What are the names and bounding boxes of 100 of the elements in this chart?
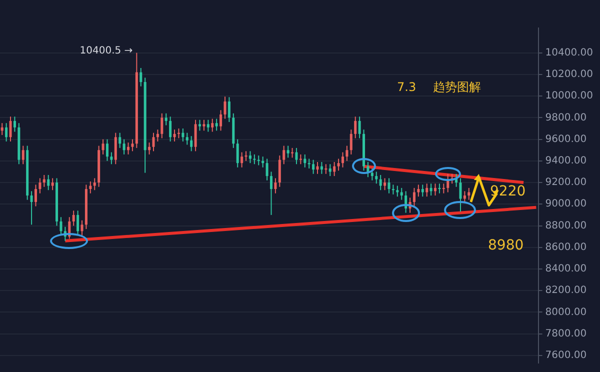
- candlestick: [282, 145, 286, 165]
- candlestick: [190, 136, 193, 152]
- candlestick: [350, 129, 352, 155]
- candlestick: [438, 183, 441, 194]
- candlestick: [177, 128, 180, 139]
- candlestick: [164, 112, 168, 126]
- candlestick: [5, 122, 8, 142]
- candlestick: [248, 150, 252, 164]
- candlestick: [253, 154, 256, 165]
- candlestick: [173, 129, 176, 142]
- candlestick: [262, 156, 264, 168]
- y-tick-label: 7800.00: [545, 328, 587, 340]
- y-tick-label: 8400.00: [545, 264, 587, 275]
- candlestick: [459, 178, 462, 212]
- candlestick: [341, 152, 344, 168]
- y-tick-label: 9400.00: [545, 156, 587, 167]
- candlestick: [400, 187, 403, 200]
- y-tick-label: 10000.00: [545, 90, 594, 102]
- candlestick: [152, 132, 155, 152]
- candlestick: [286, 145, 290, 158]
- candlestick: [72, 210, 75, 226]
- y-tick-label: 9600.00: [545, 134, 587, 145]
- candlestick: [417, 184, 420, 198]
- candlestick: [244, 150, 248, 162]
- y-tick-label: 9200.00: [545, 177, 587, 188]
- candlestick: [47, 174, 50, 191]
- candlestick: [0, 122, 4, 136]
- candlestick: [9, 116, 12, 142]
- candlestick: [375, 171, 378, 184]
- annotation: 8980: [488, 238, 524, 254]
- candlestick: [299, 154, 302, 165]
- candlestick: [388, 178, 390, 194]
- candlestick: [379, 174, 382, 191]
- candlestick: [131, 138, 134, 152]
- candlestick: [148, 142, 151, 155]
- candlestick: [156, 129, 159, 142]
- candlestick: [434, 183, 437, 196]
- candlestick: [358, 116, 361, 139]
- annotation: 10400.5 →: [80, 45, 133, 56]
- candlestick: [324, 164, 328, 174]
- y-tick-label: 10400.00: [545, 47, 594, 58]
- candlestick: [224, 96, 226, 120]
- candlestick: [76, 210, 80, 236]
- candlestick: [93, 178, 96, 191]
- candlestick: [328, 164, 332, 177]
- candlestick: [38, 178, 42, 194]
- candlestick: [291, 147, 294, 158]
- candlestick: [194, 119, 197, 152]
- candlestick: [421, 184, 424, 198]
- candlestick: [337, 158, 340, 172]
- candlestick: [426, 183, 428, 198]
- candlestick: [206, 119, 210, 132]
- candlestick: [110, 152, 113, 165]
- candlestick: [257, 155, 260, 166]
- candlestick: [430, 183, 432, 196]
- candlestick: [396, 185, 399, 198]
- candlestick: [80, 220, 84, 236]
- candlestick: [106, 138, 108, 162]
- candlestick: [122, 138, 126, 155]
- candlestick: [236, 138, 239, 168]
- candlestick: [333, 162, 336, 177]
- candlestick: [384, 178, 386, 191]
- candlestick: [278, 155, 281, 188]
- candlestick: [198, 119, 202, 132]
- candlestick: [228, 96, 230, 123]
- candlestick: [295, 147, 298, 165]
- y-tick-label: 8800.00: [545, 220, 587, 232]
- candlestick: [160, 112, 164, 139]
- annotation: 趋势图解: [433, 80, 481, 94]
- candlestick: [370, 168, 374, 181]
- y-tick-label: 8200.00: [545, 285, 587, 296]
- candlestick: [468, 187, 470, 200]
- candlestick: [392, 184, 394, 195]
- candlestick: [270, 171, 273, 216]
- candlestick: [140, 67, 142, 87]
- candlestick: [169, 116, 172, 142]
- y-tick-label: 7600.00: [545, 350, 587, 362]
- y-tick-label: 9800.00: [545, 112, 587, 124]
- candlestick: [13, 116, 16, 132]
- candlestick: [354, 116, 357, 139]
- candlestick: [320, 162, 323, 174]
- candlestick: [304, 154, 306, 168]
- candlestick: [412, 187, 416, 207]
- candlestick: [42, 174, 46, 188]
- candlestick: [220, 110, 222, 132]
- candlestick: [114, 132, 117, 165]
- y-tick-label: 9000.00: [545, 198, 587, 210]
- candlestick: [202, 119, 206, 132]
- candlestick: [442, 183, 445, 194]
- candlestick: [346, 145, 348, 162]
- candlestick: [186, 132, 188, 146]
- candlestick: [51, 178, 54, 191]
- candlestick: [182, 128, 184, 142]
- candlestick: [30, 190, 33, 226]
- candlestick: [118, 132, 122, 148]
- candlestick: [312, 159, 315, 174]
- annotation: 7.3: [397, 80, 416, 94]
- candlestick: [215, 118, 218, 132]
- y-tick-label: 8600.00: [545, 242, 587, 253]
- candlestick: [211, 118, 214, 132]
